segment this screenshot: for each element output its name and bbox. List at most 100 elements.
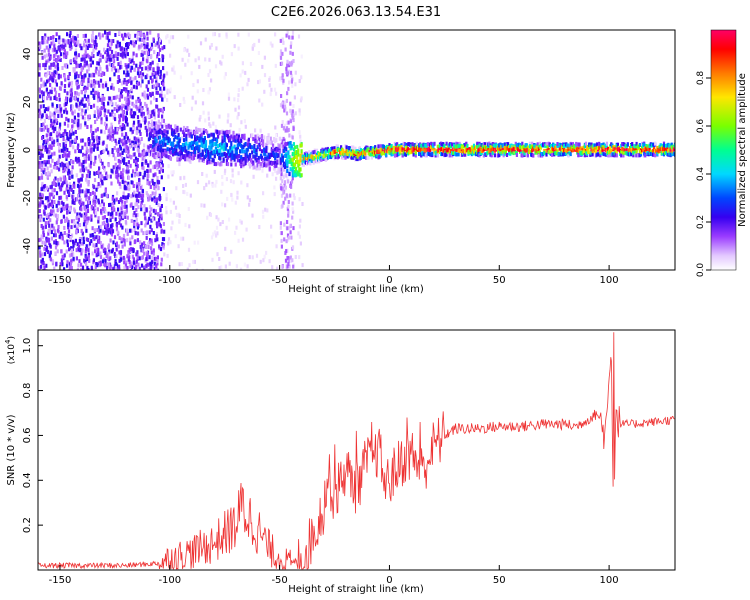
spectrogram-cell [139, 71, 142, 76]
spectrogram-cell [119, 159, 122, 164]
spectrogram-cell [156, 54, 159, 59]
spectrogram-cell [52, 40, 55, 45]
spectrogram-cell [284, 128, 287, 133]
spectrogram-cell [126, 136, 129, 141]
spectrogram-cell [163, 131, 166, 136]
spectrogram-cell [70, 85, 73, 90]
spectrogram-cell [198, 148, 201, 152]
spectrogram-cell [68, 43, 71, 48]
spectrogram-cell [123, 205, 126, 209]
spectrogram-cell [115, 247, 118, 252]
spectrogram-cell [91, 226, 94, 231]
spectrogram-cell [79, 149, 82, 154]
spectrogram-cell [45, 263, 48, 268]
spectrogram-cell [75, 81, 78, 86]
spectrogram-cell [93, 90, 96, 95]
spectrogram-cell [127, 175, 130, 180]
spectrogram-cell [139, 125, 142, 130]
spectrogram-cell [78, 184, 81, 189]
spectrogram-cell [197, 56, 200, 61]
spectrogram-cell [46, 39, 49, 44]
spectrogram-cell [220, 189, 223, 194]
spectrogram-cell [89, 156, 93, 161]
spectrogram-cell [181, 136, 184, 141]
spectrogram-cell [52, 212, 56, 217]
spectrogram-cell [526, 153, 529, 158]
spectrogram-cell [92, 54, 95, 58]
spectrogram-cell [298, 234, 301, 239]
spectrogram-cell [275, 244, 278, 249]
spectrogram-cell [442, 146, 445, 151]
spectrogram-cell [108, 96, 111, 101]
spectrogram-cell [75, 173, 78, 178]
spectrogram-cell [289, 259, 292, 263]
spectrogram-cell [165, 205, 168, 210]
spectrogram-cell [246, 158, 249, 163]
spectrogram-cell [140, 38, 144, 42]
spectrogram-cell [137, 262, 140, 267]
spectrogram-cell [84, 190, 87, 195]
spectrogram-cell [429, 148, 432, 153]
spectrogram-cell [202, 130, 205, 135]
spectrogram-cell [201, 172, 204, 176]
spectrogram-cell [52, 72, 55, 77]
spectrogram-cell [122, 195, 125, 200]
spectrogram-cell [284, 258, 288, 263]
spectrogram-cell [106, 57, 109, 62]
spectrogram-cell [45, 87, 48, 92]
spectrogram-cell [85, 188, 88, 193]
spectrogram-cell [525, 143, 528, 148]
spectrogram-cell [228, 130, 231, 135]
spectrogram-cell [41, 153, 44, 158]
spectrogram-cell [79, 201, 82, 206]
spectrogram-cell [167, 241, 170, 246]
spectrogram-cell [292, 156, 295, 161]
spectrogram-cell [233, 135, 236, 140]
spectrogram-cell [137, 172, 140, 177]
spectrogram-cell [92, 243, 95, 248]
spectrogram-cell [140, 228, 143, 233]
spectrogram-cell [101, 71, 104, 76]
spectrogram-cell [91, 31, 94, 35]
spectrogram-cell [87, 216, 90, 221]
spectrogram-cell [60, 200, 64, 205]
spectrogram-cell [271, 146, 275, 151]
spectrogram-cell [126, 122, 129, 127]
spectrogram-cell [93, 144, 96, 149]
spectrogram-cell [135, 104, 138, 109]
spectrogram-cell [77, 215, 80, 220]
spectrogram-cell [490, 153, 493, 158]
spectrogram-cell [113, 252, 116, 256]
spectrogram-cell [240, 120, 243, 125]
spectrogram-cell [268, 259, 271, 264]
spectrogram-cell [85, 246, 88, 251]
spectrogram-cell [145, 84, 148, 89]
spectrogram-cell [157, 218, 161, 223]
spectrogram-cell [121, 179, 124, 184]
spectrogram-cell [74, 238, 77, 243]
spectrogram-cell [122, 87, 126, 92]
spectrogram-cell [118, 120, 121, 125]
spectrogram-cell [558, 143, 561, 148]
spectrogram-cell [124, 200, 127, 205]
spectrogram-cell [112, 240, 115, 245]
spectrogram-cell [51, 223, 54, 228]
spectrogram-cell [122, 168, 125, 173]
spectrogram-cell [537, 147, 540, 152]
spectrogram-cell [117, 200, 121, 204]
spectrogram-cell [217, 134, 220, 139]
spectrogram-cell [401, 147, 404, 152]
spectrogram-cell [230, 162, 233, 167]
spectrogram-cell [186, 157, 189, 162]
spectrogram-cell [105, 171, 108, 176]
spectrogram-cell [155, 80, 158, 85]
spectrogram-cell [188, 224, 191, 229]
spectrogram-cell [109, 53, 112, 58]
spectrogram-cell [54, 213, 58, 218]
spectrogram-cell [207, 111, 210, 116]
spectrogram-cell [181, 143, 185, 147]
spectrogram-cell [292, 59, 295, 63]
spectrogram-cell [114, 254, 117, 259]
spectrogram-cell [140, 112, 143, 117]
spectrogram-cell [148, 230, 151, 235]
